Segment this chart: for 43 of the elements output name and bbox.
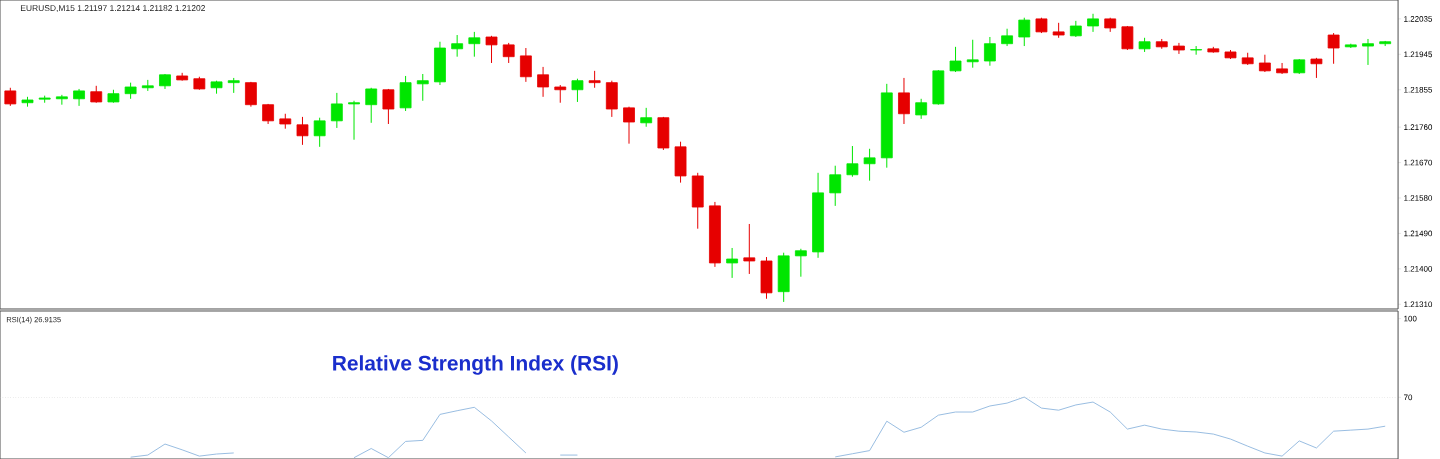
candlestick (485, 35, 498, 64)
candlestick (451, 34, 464, 58)
candlestick (623, 106, 635, 145)
candlestick (1001, 28, 1013, 47)
candlestick (55, 94, 68, 106)
candlestick (863, 148, 876, 182)
candlestick (984, 36, 996, 67)
candlestick (468, 31, 481, 58)
candlestick (519, 47, 532, 83)
candlestick (1173, 42, 1185, 55)
candlestick (966, 39, 979, 69)
candlestick (296, 116, 309, 146)
candlestick (846, 145, 859, 178)
candlestick (1121, 25, 1134, 51)
candlestick (726, 247, 739, 279)
candlestick (1276, 62, 1288, 75)
candlestick (365, 87, 378, 124)
candlestick (73, 88, 85, 107)
candlestick (571, 78, 584, 103)
candlestick (794, 248, 807, 278)
candlestick (537, 66, 549, 98)
candlestick (1018, 17, 1031, 47)
candlestick (949, 46, 962, 73)
candlestick (502, 42, 515, 64)
candlestick (245, 81, 257, 108)
candlestick (4, 87, 17, 107)
candlestick (416, 73, 429, 102)
text: EURUSD,M15 1.21197 1.21214 1.21182 1.21202 (20, 5, 205, 13)
candlestick (382, 88, 395, 125)
candlestick (915, 98, 928, 120)
candlestick (330, 92, 343, 129)
candlestick (348, 100, 360, 141)
candlestick (743, 223, 756, 275)
candlestick (1087, 13, 1099, 33)
candlestick (1258, 54, 1271, 73)
candlestick (829, 165, 842, 207)
candlestick (313, 117, 326, 148)
candlestick (1362, 38, 1374, 66)
candlestick (1327, 32, 1340, 65)
candlestick (898, 77, 910, 125)
candlestick (640, 107, 653, 128)
candlestick (1190, 45, 1203, 56)
text: Relative Strength Index (RSI) (333, 355, 618, 375)
